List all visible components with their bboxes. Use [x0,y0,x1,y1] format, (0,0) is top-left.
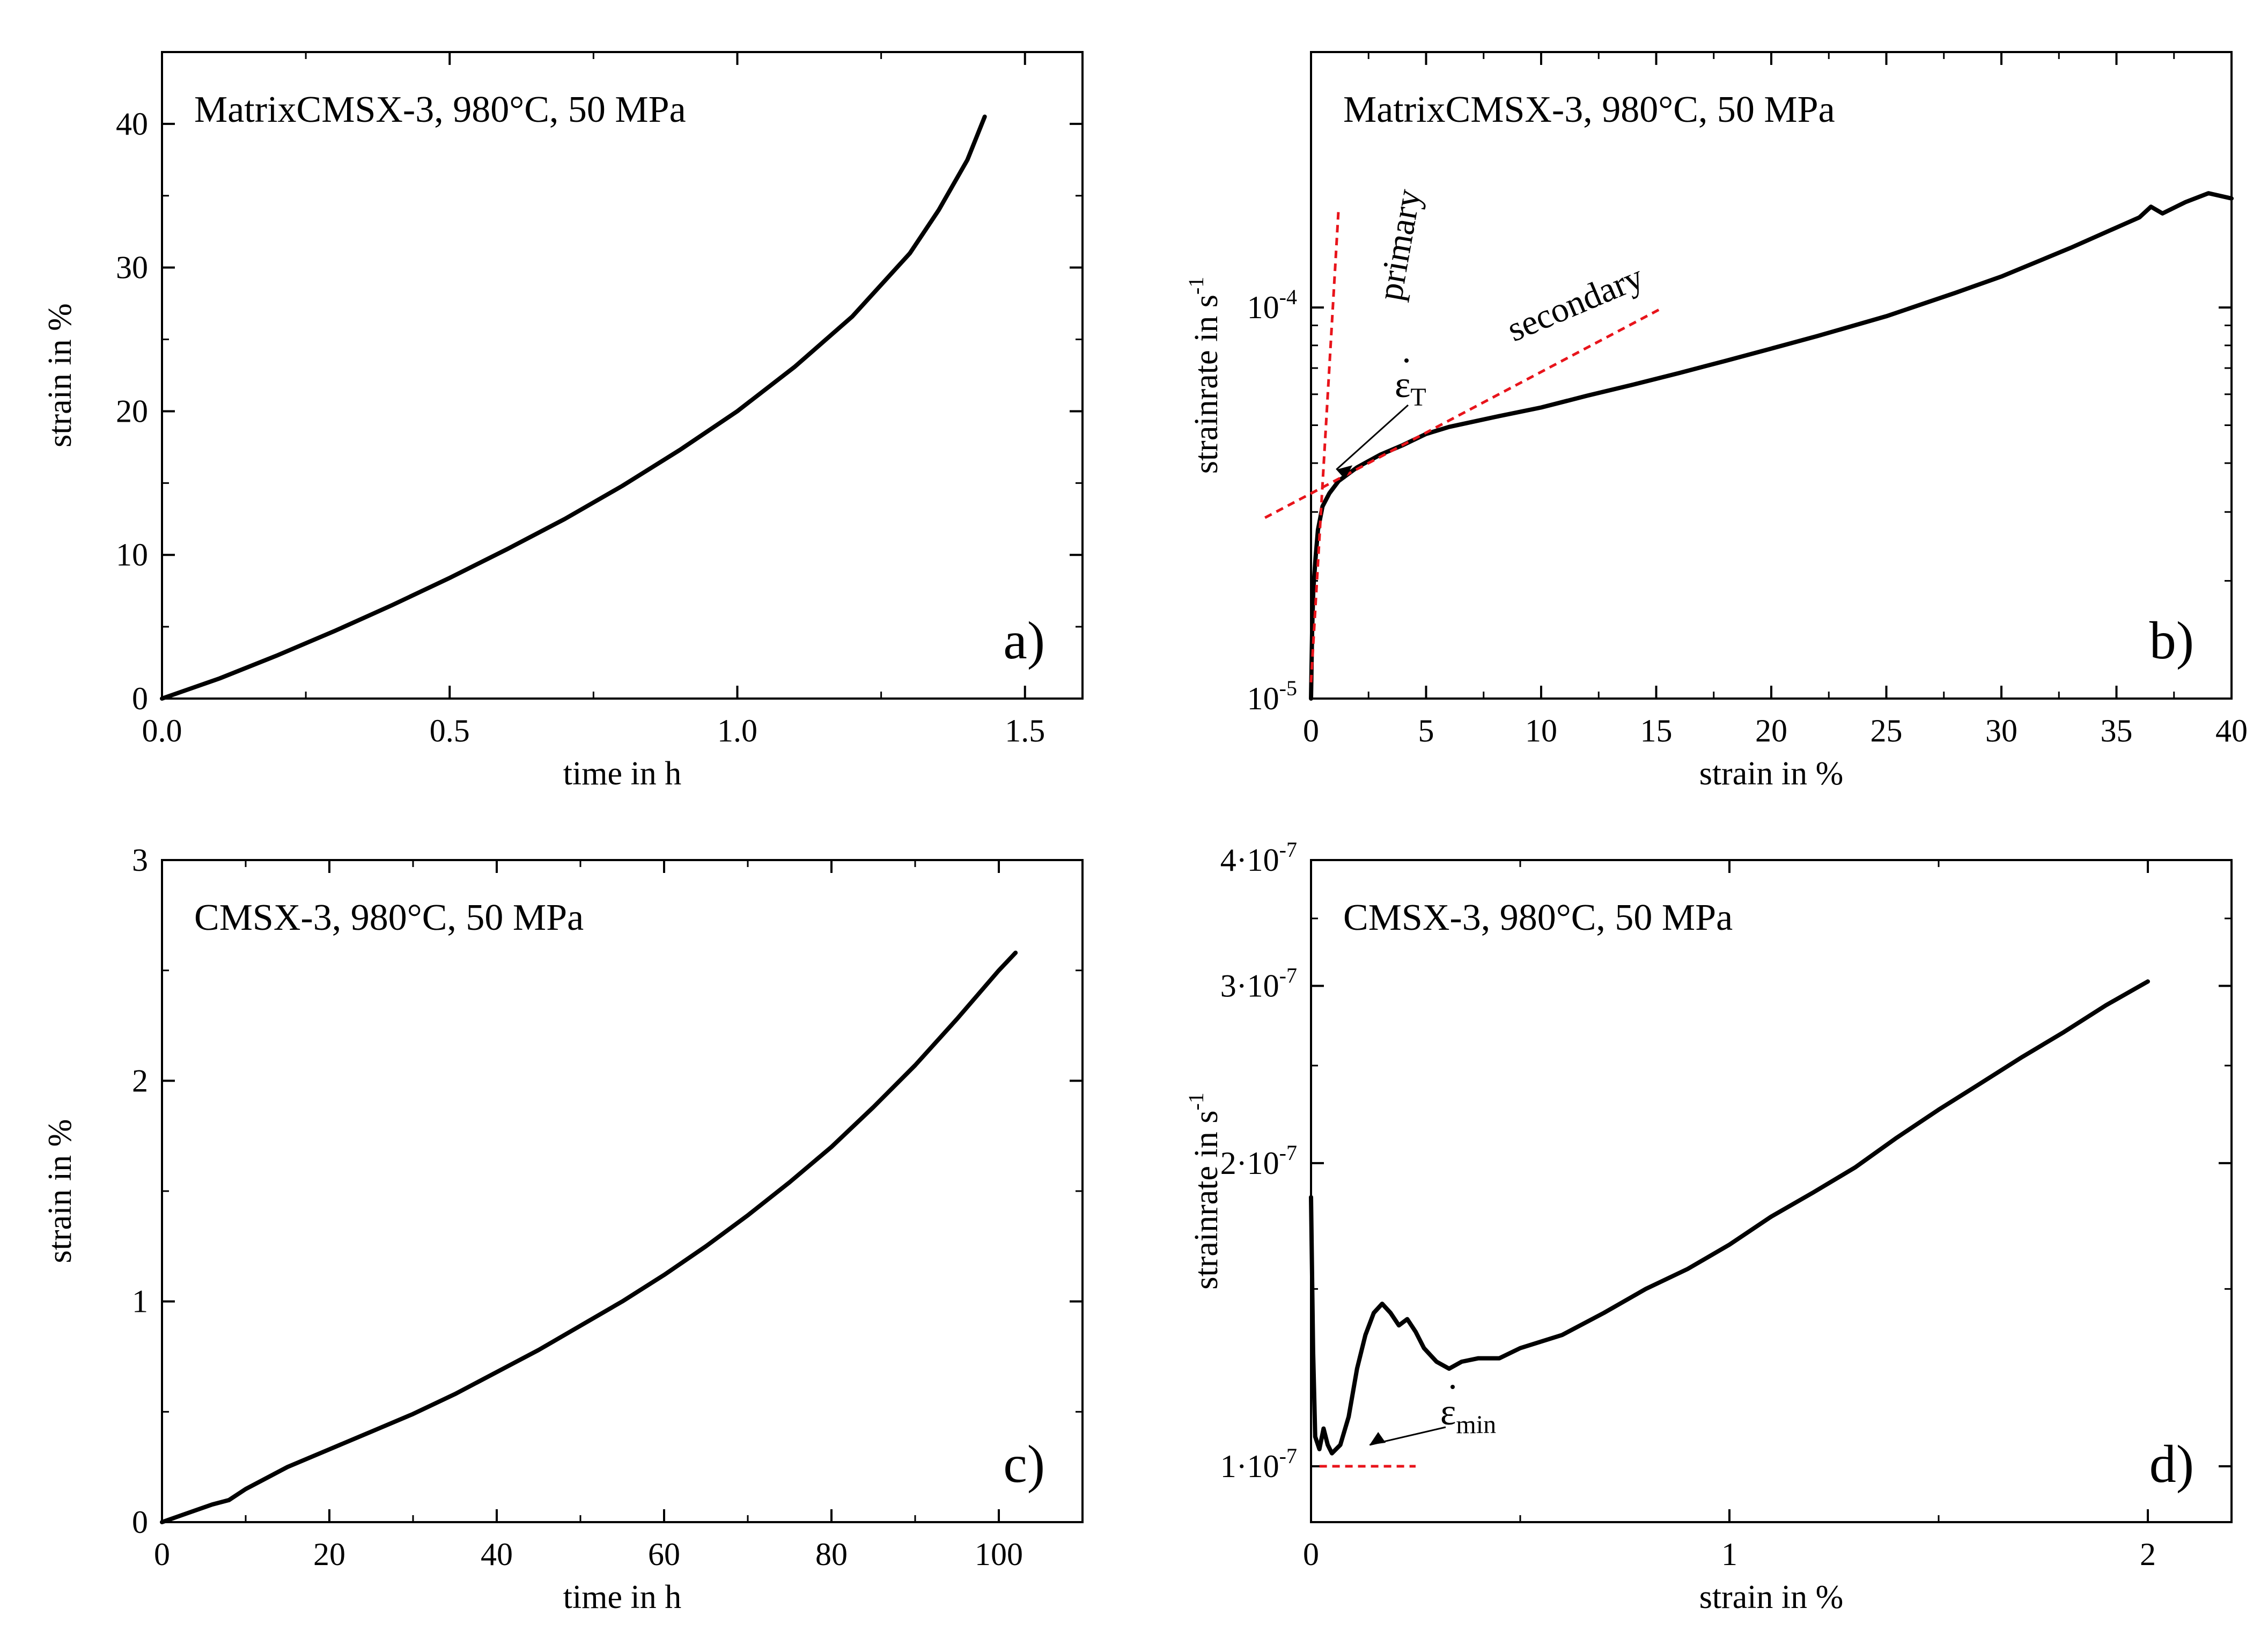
epsilon-dot-mark [1450,1385,1455,1389]
y-tick-exponent: -7 [1279,963,1297,987]
x-tick-label: 80 [815,1537,848,1572]
y-tick-label: 0 [132,681,148,716]
y-tick-base: 4·10 [1220,842,1279,878]
annotation-arrowhead [1336,465,1353,480]
annotation-epsilon-t: εT [1395,364,1426,412]
x-axis-label: time in h [563,1579,681,1615]
annotation-primary: primary [1371,186,1428,303]
y-axis-label-text: strain in % [42,303,78,447]
x-tick-label: 1.0 [717,713,757,748]
x-tick-label: 35 [2101,713,2133,748]
y-tick-label: 30 [116,250,148,285]
x-tick-label: 10 [1525,713,1557,748]
panel-c: 0 20 40 60 80 100 0 1 2 3 time in h strain in % CMSX… [42,842,1084,1615]
y-axis-label: strain in % [42,303,78,447]
epsilon-symbol: ε [1395,364,1410,406]
y-axis-label-exponent: -1 [1184,1092,1208,1110]
x-tick-label: 60 [648,1537,680,1572]
y-tick-label: 10-5 [1247,676,1297,716]
y-axis-label: strain in % [42,1119,78,1264]
y-tick-label: 10-4 [1247,285,1297,325]
x-tick-label: 2 [2140,1537,2156,1572]
y-tick-label: 4·10-7 [1220,838,1297,878]
x-tick-label: 0.5 [430,713,470,748]
epsilon-dot-mark [1404,358,1409,363]
plot-title: MatrixCMSX-3, 980°C, 50 MPa [194,89,686,130]
x-tick-label: 15 [1640,713,1673,748]
x-tick-label: 1.5 [1005,713,1045,748]
x-tick-label: 40 [481,1537,513,1572]
epsilon-subscript: min [1456,1411,1496,1439]
series-line-b [1309,191,2234,701]
y-tick-label: 2 [132,1063,148,1098]
panel-a: 0.0 0.5 1.0 1.5 0 10 20 30 40 time in h strain in … [42,51,1084,792]
y-tick-base: 10 [1247,290,1279,325]
y-tick-label: 2·10-7 [1220,1141,1297,1181]
y-tick-base: 2·10 [1220,1145,1279,1181]
y-tick-base: 3·10 [1220,968,1279,1003]
x-axis-label: strain in % [1699,755,1844,792]
panel-label: b) [2149,611,2194,670]
y-tick-base: 10 [1247,681,1279,716]
annotation-arrowhead [1369,1432,1386,1445]
y-tick-exponent: -4 [1279,285,1297,309]
x-tick-label: 5 [1418,713,1434,748]
x-tick-label: 0 [154,1537,170,1572]
y-tick-exponent: -5 [1279,676,1297,700]
y-axis-label-text: strain in % [42,1119,78,1264]
y-axis-label: strainrate in s-1 [1184,1092,1225,1289]
plot-frame [1310,51,2233,700]
x-tick-label: 0.0 [142,713,182,748]
plot-title: MatrixCMSX-3, 980°C, 50 MPa [1343,89,1835,130]
plot-title: CMSX-3, 980°C, 50 MPa [1343,897,1733,938]
y-tick-label: 3 [132,842,148,878]
y-tick-label: 20 [116,393,148,429]
x-tick-label: 25 [1871,713,1903,748]
y-tick-label: 0 [132,1504,148,1540]
x-axis-label: strain in % [1699,1579,1844,1615]
x-tick-label: 40 [2215,713,2248,748]
x-tick-label: 30 [1985,713,2017,748]
y-tick-label: 10 [116,537,148,572]
annotation-pointer [1336,404,1409,471]
panel-label: c) [1003,1434,1045,1494]
x-axis-label: time in h [563,755,681,792]
y-tick-label: 40 [116,106,148,142]
y-tick-base: 1·10 [1220,1449,1279,1484]
plot-frame [161,859,1084,1523]
epsilon-subscript: T [1410,383,1426,412]
epsilon-symbol: ε [1440,1392,1456,1433]
series-line-c [160,950,1018,1524]
plot-frame [161,51,1084,700]
y-axis-label-exponent: -1 [1184,277,1208,295]
x-tick-label: 20 [1755,713,1787,748]
series-line-a [160,114,987,701]
x-tick-label: 1 [1721,1537,1737,1572]
annotation-secondary: secondary [1501,257,1649,349]
y-tick-label: 1·10-7 [1220,1444,1297,1484]
y-tick-exponent: -7 [1279,1444,1297,1468]
plot-frame [1310,859,2233,1523]
y-tick-exponent: -7 [1279,838,1297,862]
y-axis-label-text: strainrate in s [1188,1111,1225,1290]
y-axis-label-text: strainrate in s [1188,295,1225,474]
x-tick-label: 0 [1303,1537,1319,1572]
x-tick-label: 0 [1303,713,1319,748]
primary-fit-line [1309,207,1340,682]
y-tick-label: 1 [132,1284,148,1319]
y-tick-exponent: -7 [1279,1141,1297,1165]
series-line-d [1309,979,2150,1456]
y-tick-label: 3·10-7 [1220,963,1297,1003]
x-tick-label: 20 [313,1537,345,1572]
y-axis-label: strainrate in s-1 [1184,277,1225,474]
panel-label: d) [2149,1434,2194,1494]
secondary-fit-line [1264,306,1664,519]
annotation-epsilon-min: εmin [1440,1392,1496,1439]
panel-label: a) [1003,611,1045,670]
plot-title: CMSX-3, 980°C, 50 MPa [194,897,584,938]
x-tick-label: 100 [975,1537,1023,1572]
